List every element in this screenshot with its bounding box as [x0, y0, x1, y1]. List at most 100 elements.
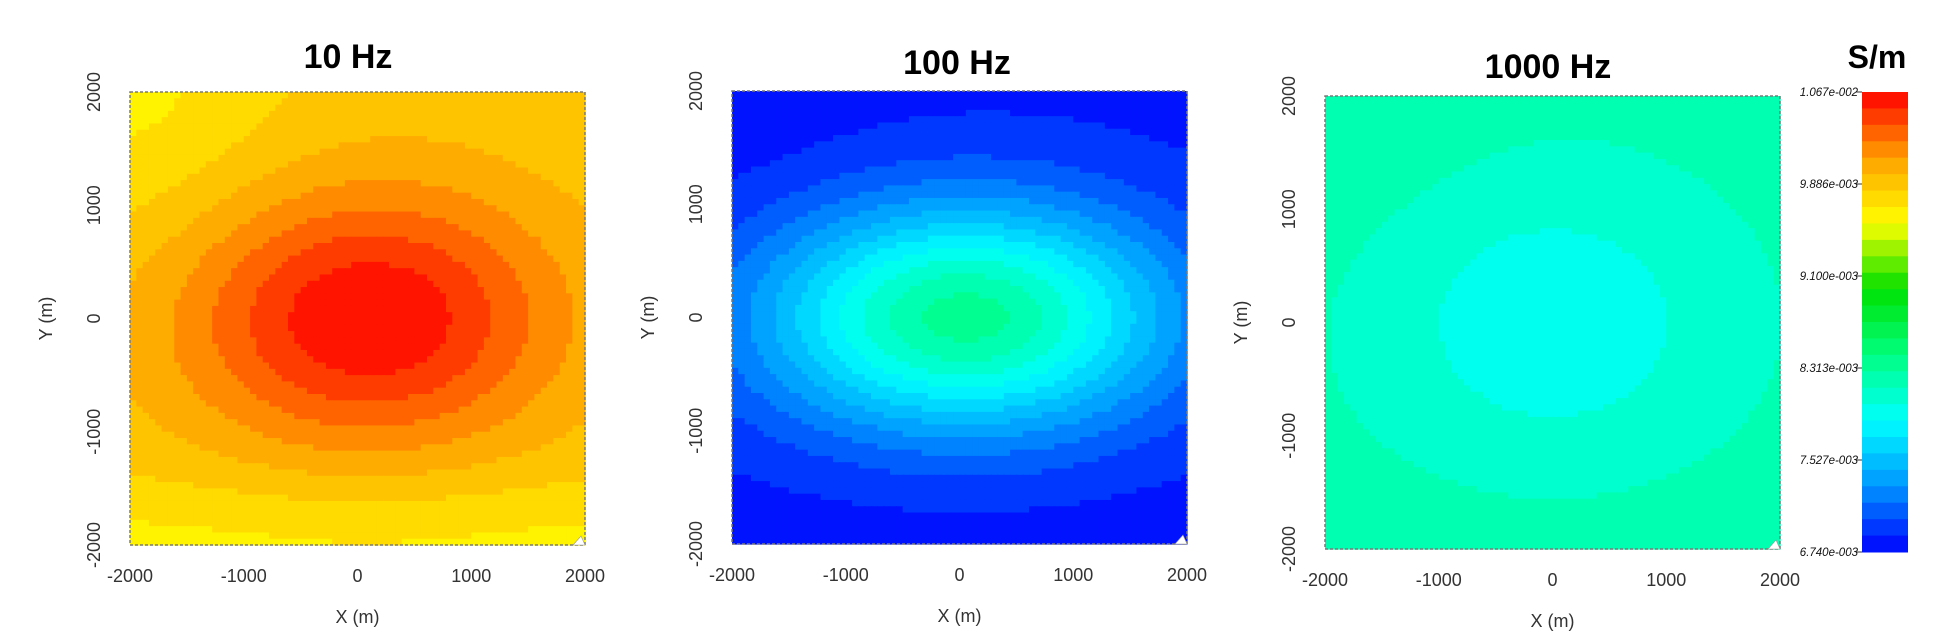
heatmap-cell [490, 123, 498, 131]
heatmap-cell [130, 129, 137, 137]
heatmap-cell [294, 123, 302, 131]
heatmap-cell [180, 211, 188, 219]
heatmap-cell [376, 299, 384, 307]
heatmap-cell [420, 349, 428, 357]
heatmap-cell [287, 230, 295, 238]
heatmap-cell [306, 412, 314, 420]
heatmap-cell [389, 519, 397, 527]
heatmap-cell [161, 293, 169, 301]
heatmap-cell [256, 425, 264, 433]
heatmap-cell [338, 136, 346, 143]
heatmap-cell [161, 123, 169, 131]
heatmap-cell [471, 117, 479, 125]
heatmap-cell [275, 463, 283, 471]
heatmap-cell [363, 375, 371, 383]
heatmap-cell [275, 104, 283, 112]
heatmap-cell [174, 280, 182, 288]
heatmap-cell [130, 394, 137, 401]
heatmap-cell [490, 368, 498, 376]
heatmap-cell [313, 293, 321, 301]
heatmap-cell [344, 230, 352, 238]
heatmap-cell [572, 475, 580, 483]
heatmap-cell [559, 362, 567, 370]
heatmap-cell [395, 400, 403, 408]
heatmap-cell [553, 305, 561, 313]
heatmap-cell [458, 211, 466, 219]
heatmap-cell [218, 224, 226, 232]
heatmap-cell [155, 337, 163, 345]
heatmap-cell [445, 117, 453, 125]
heatmap-cell [572, 337, 580, 345]
heatmap-cell [269, 494, 276, 502]
heatmap-cell [344, 349, 352, 357]
heatmap-cell [136, 331, 144, 338]
heatmap-cell [433, 198, 441, 206]
heatmap-cell [256, 117, 264, 125]
heatmap-cell [231, 507, 239, 515]
heatmap-cell [332, 362, 340, 370]
heatmap-cell [148, 167, 156, 175]
heatmap-cell [294, 444, 302, 452]
heatmap-cell [572, 261, 580, 269]
heatmap-cell [496, 343, 504, 351]
heatmap-cell [528, 331, 536, 338]
heatmap-cell [319, 305, 327, 313]
heatmap-cell [193, 261, 201, 269]
heatmap-cell [332, 123, 340, 131]
heatmap-cell [193, 205, 201, 213]
heatmap-cell [294, 507, 302, 515]
heatmap-cell [566, 287, 573, 294]
heatmap-cell [167, 482, 175, 489]
heatmap-cell [306, 287, 314, 294]
heatmap-cell [395, 463, 403, 471]
heatmap-cell [231, 104, 239, 112]
heatmap-cell [547, 123, 554, 131]
heatmap-cell [136, 475, 144, 483]
heatmap-cell [515, 349, 523, 357]
heatmap-cell [212, 494, 220, 502]
heatmap-cell [509, 331, 517, 338]
heatmap-cell [521, 129, 529, 137]
heatmap-cell [515, 274, 523, 282]
heatmap-cell [174, 450, 182, 458]
heatmap-cell [528, 268, 536, 276]
heatmap-cell [262, 469, 270, 477]
heatmap-cell [199, 381, 207, 389]
heatmap-cell [566, 205, 573, 213]
heatmap-cell [572, 224, 580, 232]
heatmap-cell [534, 444, 542, 452]
heatmap-cell [490, 312, 498, 320]
heatmap-cell [395, 236, 403, 244]
heatmap-cell [534, 180, 542, 187]
heatmap-cell [408, 381, 415, 389]
heatmap-cell [306, 494, 314, 502]
heatmap-cell [250, 154, 257, 162]
heatmap-cell [376, 463, 384, 471]
heatmap-cell [370, 110, 378, 118]
heatmap-cell [180, 362, 188, 370]
heatmap-cell [534, 287, 542, 294]
heatmap-cell [578, 186, 586, 194]
heatmap-cell [130, 368, 137, 376]
heatmap-cell [408, 305, 415, 313]
heatmap-cell [420, 261, 428, 269]
heatmap-cell [490, 343, 498, 351]
heatmap-cell [167, 318, 175, 326]
heatmap-cell [363, 305, 371, 313]
heatmap-cell [281, 287, 289, 294]
heatmap-cell [370, 331, 378, 338]
heatmap-cell [376, 318, 384, 326]
heatmap-cell [420, 519, 428, 527]
heatmap-cell [408, 167, 415, 175]
heatmap-cell [325, 482, 333, 489]
heatmap-cell [186, 305, 194, 313]
heatmap-cell [572, 293, 580, 301]
heatmap-cell [420, 255, 428, 263]
heatmap-cell [142, 129, 150, 137]
heatmap-cell [148, 205, 156, 213]
heatmap-cell [269, 331, 276, 338]
heatmap-cell [205, 180, 213, 187]
heatmap-cell [496, 98, 504, 106]
heatmap-cell [458, 154, 466, 162]
heatmap-cell [401, 136, 409, 143]
